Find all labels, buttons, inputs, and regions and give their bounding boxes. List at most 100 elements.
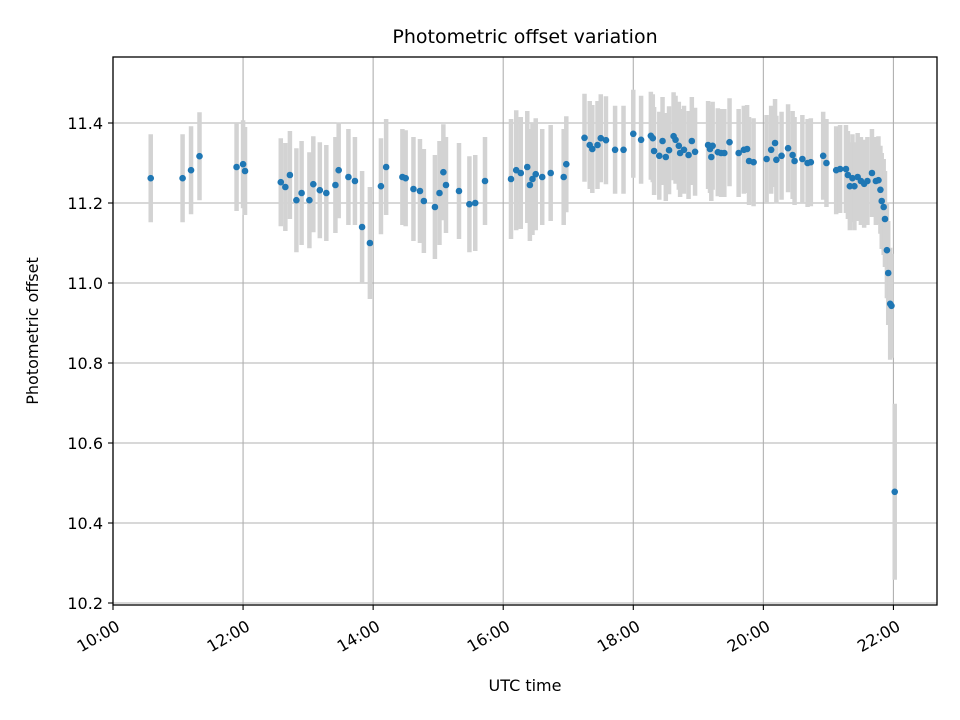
data-point xyxy=(233,163,240,171)
data-point xyxy=(298,189,305,197)
data-point xyxy=(529,175,536,183)
data-point xyxy=(888,302,895,310)
data-point xyxy=(846,182,854,190)
data-point xyxy=(763,155,770,163)
data-point xyxy=(581,134,588,142)
data-point xyxy=(532,170,540,178)
data-point xyxy=(431,203,439,211)
data-point xyxy=(709,142,716,150)
data-point xyxy=(799,155,806,163)
data-point xyxy=(665,146,673,154)
data-point xyxy=(277,178,285,186)
data-point xyxy=(767,146,775,154)
data-point xyxy=(187,166,195,174)
data-point xyxy=(851,182,858,190)
data-point xyxy=(547,169,554,177)
data-point xyxy=(891,488,899,496)
data-point xyxy=(836,165,844,173)
data-point xyxy=(455,187,463,195)
data-point xyxy=(179,174,186,182)
data-point xyxy=(196,152,203,160)
data-point xyxy=(241,167,249,175)
data-point xyxy=(849,174,856,182)
data-point xyxy=(442,181,450,189)
data-point xyxy=(335,166,342,174)
data-point xyxy=(721,149,728,157)
y-tick-label: 10.8 xyxy=(67,354,103,373)
data-point xyxy=(323,189,330,197)
data-point xyxy=(672,136,679,144)
data-point xyxy=(366,239,374,247)
y-tick-label: 10.6 xyxy=(67,434,103,453)
data-point xyxy=(147,174,155,182)
data-point xyxy=(688,137,696,145)
data-point xyxy=(526,181,534,189)
data-point xyxy=(819,152,827,160)
data-point xyxy=(778,152,785,160)
data-point xyxy=(743,145,751,153)
data-point xyxy=(239,160,247,168)
data-point xyxy=(481,177,489,185)
data-point xyxy=(726,138,733,146)
data-point xyxy=(807,158,815,166)
data-point xyxy=(791,157,798,165)
data-point xyxy=(286,171,294,179)
data-point xyxy=(784,144,792,152)
data-point xyxy=(868,169,876,177)
data-point xyxy=(789,151,796,159)
y-tick-label: 10.2 xyxy=(67,594,103,613)
data-point xyxy=(842,165,850,173)
data-point xyxy=(611,146,619,154)
data-point xyxy=(877,186,884,194)
grid xyxy=(112,57,937,605)
data-point xyxy=(773,156,780,164)
data-point xyxy=(440,168,447,176)
y-tick-label: 11.0 xyxy=(67,274,103,293)
data-point xyxy=(410,185,417,193)
data-point xyxy=(771,139,779,147)
data-point xyxy=(880,203,887,211)
data-point xyxy=(649,134,657,142)
data-point xyxy=(293,196,300,204)
plot-frame xyxy=(112,56,938,606)
data-point xyxy=(680,146,688,154)
data-point xyxy=(884,269,892,277)
data-points xyxy=(147,130,899,496)
y-tick-label: 11.2 xyxy=(67,194,103,213)
data-point xyxy=(597,134,605,142)
data-point xyxy=(316,186,324,194)
data-point xyxy=(655,152,663,160)
data-point xyxy=(471,199,479,207)
data-point xyxy=(382,163,390,171)
y-axis: 10.2 10.4 10.6 10.8 11.0 11.2 11.4 xyxy=(67,114,113,613)
data-point xyxy=(436,189,443,197)
data-point xyxy=(735,149,742,157)
data-point xyxy=(750,158,757,166)
data-point xyxy=(420,197,428,205)
data-point xyxy=(332,181,339,189)
data-point xyxy=(562,160,570,168)
data-point xyxy=(629,130,637,138)
data-point xyxy=(691,148,699,156)
data-point xyxy=(883,246,891,254)
chart-title: Photometric offset variation xyxy=(392,26,657,48)
data-point xyxy=(345,173,352,181)
data-point xyxy=(589,145,596,153)
y-tick-label: 10.4 xyxy=(67,514,103,533)
data-point xyxy=(650,147,658,155)
data-point xyxy=(662,153,670,161)
data-point xyxy=(878,197,886,205)
data-point xyxy=(377,182,385,190)
data-point xyxy=(523,163,531,171)
data-point xyxy=(637,136,645,144)
data-point xyxy=(402,174,409,182)
data-point xyxy=(823,159,830,167)
data-point xyxy=(685,151,692,159)
data-point xyxy=(708,153,715,161)
data-point xyxy=(538,173,546,181)
data-point xyxy=(675,142,683,150)
data-point xyxy=(864,177,871,185)
data-point xyxy=(358,223,366,231)
data-point xyxy=(881,215,889,223)
